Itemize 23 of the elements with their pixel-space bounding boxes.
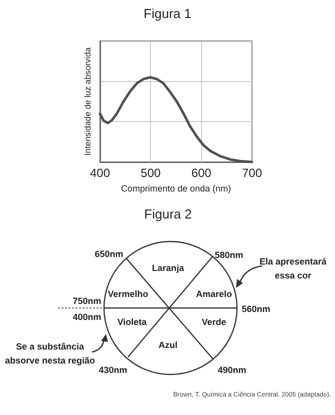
- text: Azul: [158, 340, 178, 350]
- y-axis-title: Intensidade de luz absorvida: [82, 47, 92, 156]
- text: 650nm: [94, 249, 124, 259]
- text: Ela apresentará essa cor: [258, 256, 328, 282]
- text: 490nm: [218, 365, 246, 375]
- text: Violeta: [117, 317, 147, 327]
- text: 400nm: [72, 312, 102, 322]
- text: 430nm: [98, 365, 128, 375]
- text: 580nm: [214, 250, 244, 260]
- x-tick-label: 500: [140, 166, 161, 180]
- text: Figura 2: [144, 206, 192, 222]
- text: Verde: [202, 317, 226, 327]
- x-tick-label: 400: [90, 166, 110, 180]
- chart-title: Figura 1: [144, 6, 192, 21]
- x-tick-label: 600: [191, 166, 212, 180]
- text: 750nm: [72, 296, 102, 306]
- text: Se a substância absorve nesta região: [4, 340, 96, 368]
- text: Vermelho: [108, 289, 148, 299]
- text: Amarelo: [196, 289, 232, 299]
- text: 560nm: [242, 304, 270, 314]
- text: Laranja: [152, 263, 184, 273]
- x-axis-title: Comprimento de onda (nm): [120, 184, 232, 194]
- x-tick-label: 700: [242, 166, 262, 180]
